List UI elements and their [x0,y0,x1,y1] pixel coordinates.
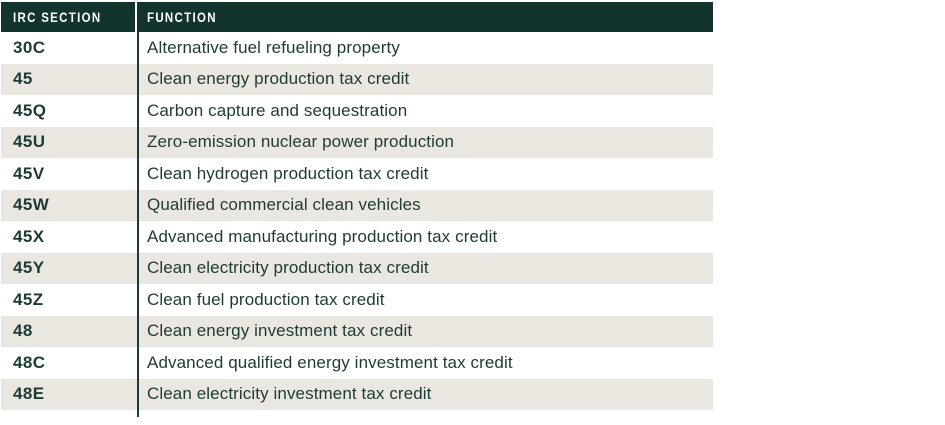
table-row: 45X Advanced manufacturing production ta… [1,221,713,253]
column-divider-rule [137,32,139,417]
table-row: 45Q Carbon capture and sequestration [1,95,713,127]
irc-section-cell: 45Q [13,100,47,120]
column-header-function-label: FUNCTION [147,9,217,25]
function-cell: Clean hydrogen production tax credit [147,163,429,183]
irc-section-cell: 45Y [13,258,45,278]
function-cell: Zero-emission nuclear power production [147,132,455,152]
column-header-irc-section-label: IRC SECTION [13,9,102,25]
irc-section-cell: 45U [13,132,46,152]
function-cell: Clean fuel production tax credit [147,289,385,309]
irc-section-cell: 30C [13,37,46,57]
function-cell: Advanced qualified energy investment tax… [147,352,513,372]
column-header-irc-section: IRC SECTION [1,2,137,32]
function-cell: Qualified commercial clean vehicles [147,195,421,215]
function-cell: Alternative fuel refueling property [147,37,400,57]
function-cell: Clean electricity investment tax credit [147,384,432,404]
irc-section-cell: 48 [13,321,33,341]
function-cell: Clean energy production tax credit [147,69,410,89]
table-header-row: IRC SECTION FUNCTION [1,2,713,32]
table-row: 30C Alternative fuel refueling property [1,32,713,64]
irc-section-cell: 45X [13,226,45,246]
function-cell: Carbon capture and sequestration [147,100,408,120]
irc-section-table: IRC SECTION FUNCTION 30C Alternative fue… [1,2,713,417]
table-row: 45 Clean energy production tax credit [1,63,713,95]
function-cell: Advanced manufacturing production tax cr… [147,226,498,246]
table-row: 45U Zero-emission nuclear power producti… [1,126,713,158]
table-row: 48E Clean electricity investment tax cre… [1,378,713,410]
table-row: 45Z Clean fuel production tax credit [1,284,713,316]
table-row: 45V Clean hydrogen production tax credit [1,158,713,190]
table-row: 45W Qualified commercial clean vehicles [1,189,713,221]
irc-section-cell: 45W [13,195,50,215]
table-row: 48C Advanced qualified energy investment… [1,347,713,379]
table-row: 45Y Clean electricity production tax cre… [1,252,713,284]
function-cell: Clean electricity production tax credit [147,258,429,278]
irc-section-cell: 45 [13,69,33,89]
irc-section-cell: 48E [13,384,45,404]
irc-section-cell: 45Z [13,289,44,309]
irc-section-cell: 48C [13,352,46,372]
table-row: 48 Clean energy investment tax credit [1,315,713,347]
irc-section-cell: 45V [13,163,45,183]
column-header-function: FUNCTION [137,2,713,32]
function-cell: Clean energy investment tax credit [147,321,413,341]
